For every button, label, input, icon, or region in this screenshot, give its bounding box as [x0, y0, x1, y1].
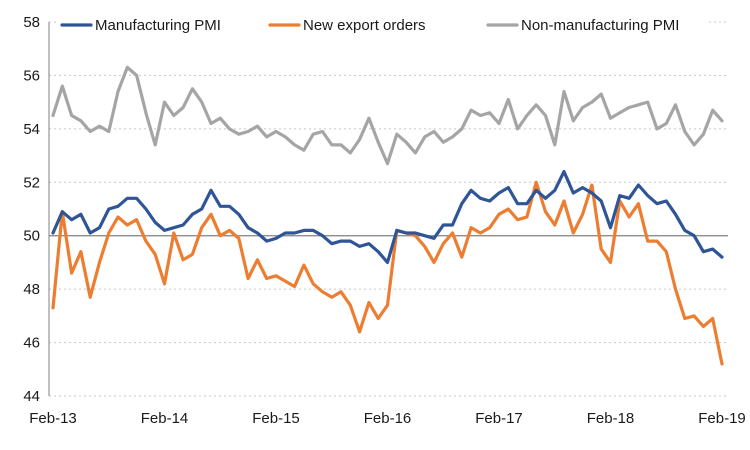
legend-label-non-manufacturing-pmi: Non-manufacturing PMI: [521, 17, 679, 34]
x-tick-label: Feb-18: [587, 410, 635, 427]
y-tick-label: 56: [23, 67, 40, 84]
series-lines: [51, 65, 724, 366]
y-tick-label: 50: [23, 228, 40, 245]
legend: Manufacturing PMI New export orders Non-ma…: [58, 14, 706, 34]
x-tick-label: Feb-15: [252, 410, 300, 427]
x-tick-label: Feb-16: [364, 410, 412, 427]
y-tick-label: 44: [23, 388, 40, 405]
legend-label-manufacturing-pmi: Manufacturing PMI: [95, 17, 221, 34]
series-line-manufacturing-pmi: [51, 170, 724, 264]
x-tick-label: Feb-19: [698, 410, 746, 427]
y-axis-ticks: 44 46 48 50 52 54 56 58: [23, 14, 40, 405]
y-tick-label: 52: [23, 174, 40, 191]
legend-label-new-export-orders: New export orders: [303, 17, 426, 34]
x-tick-label: Feb-14: [141, 410, 189, 427]
x-axis-ticks: Feb-13 Feb-14 Feb-15 Feb-16 Feb-17 Feb-18 Feb-…: [29, 410, 746, 427]
x-tick-label: Feb-13: [29, 410, 77, 427]
x-tick-label: Feb-17: [475, 410, 523, 427]
y-tick-label: 48: [23, 281, 40, 298]
y-tick-label: 46: [23, 335, 40, 352]
series-line-non-manufacturing-pmi: [51, 65, 724, 166]
y-tick-label: 54: [23, 121, 40, 138]
series-line-new-export-orders: [51, 180, 724, 366]
y-tick-label: 58: [23, 14, 40, 31]
legend-background: [58, 14, 706, 32]
